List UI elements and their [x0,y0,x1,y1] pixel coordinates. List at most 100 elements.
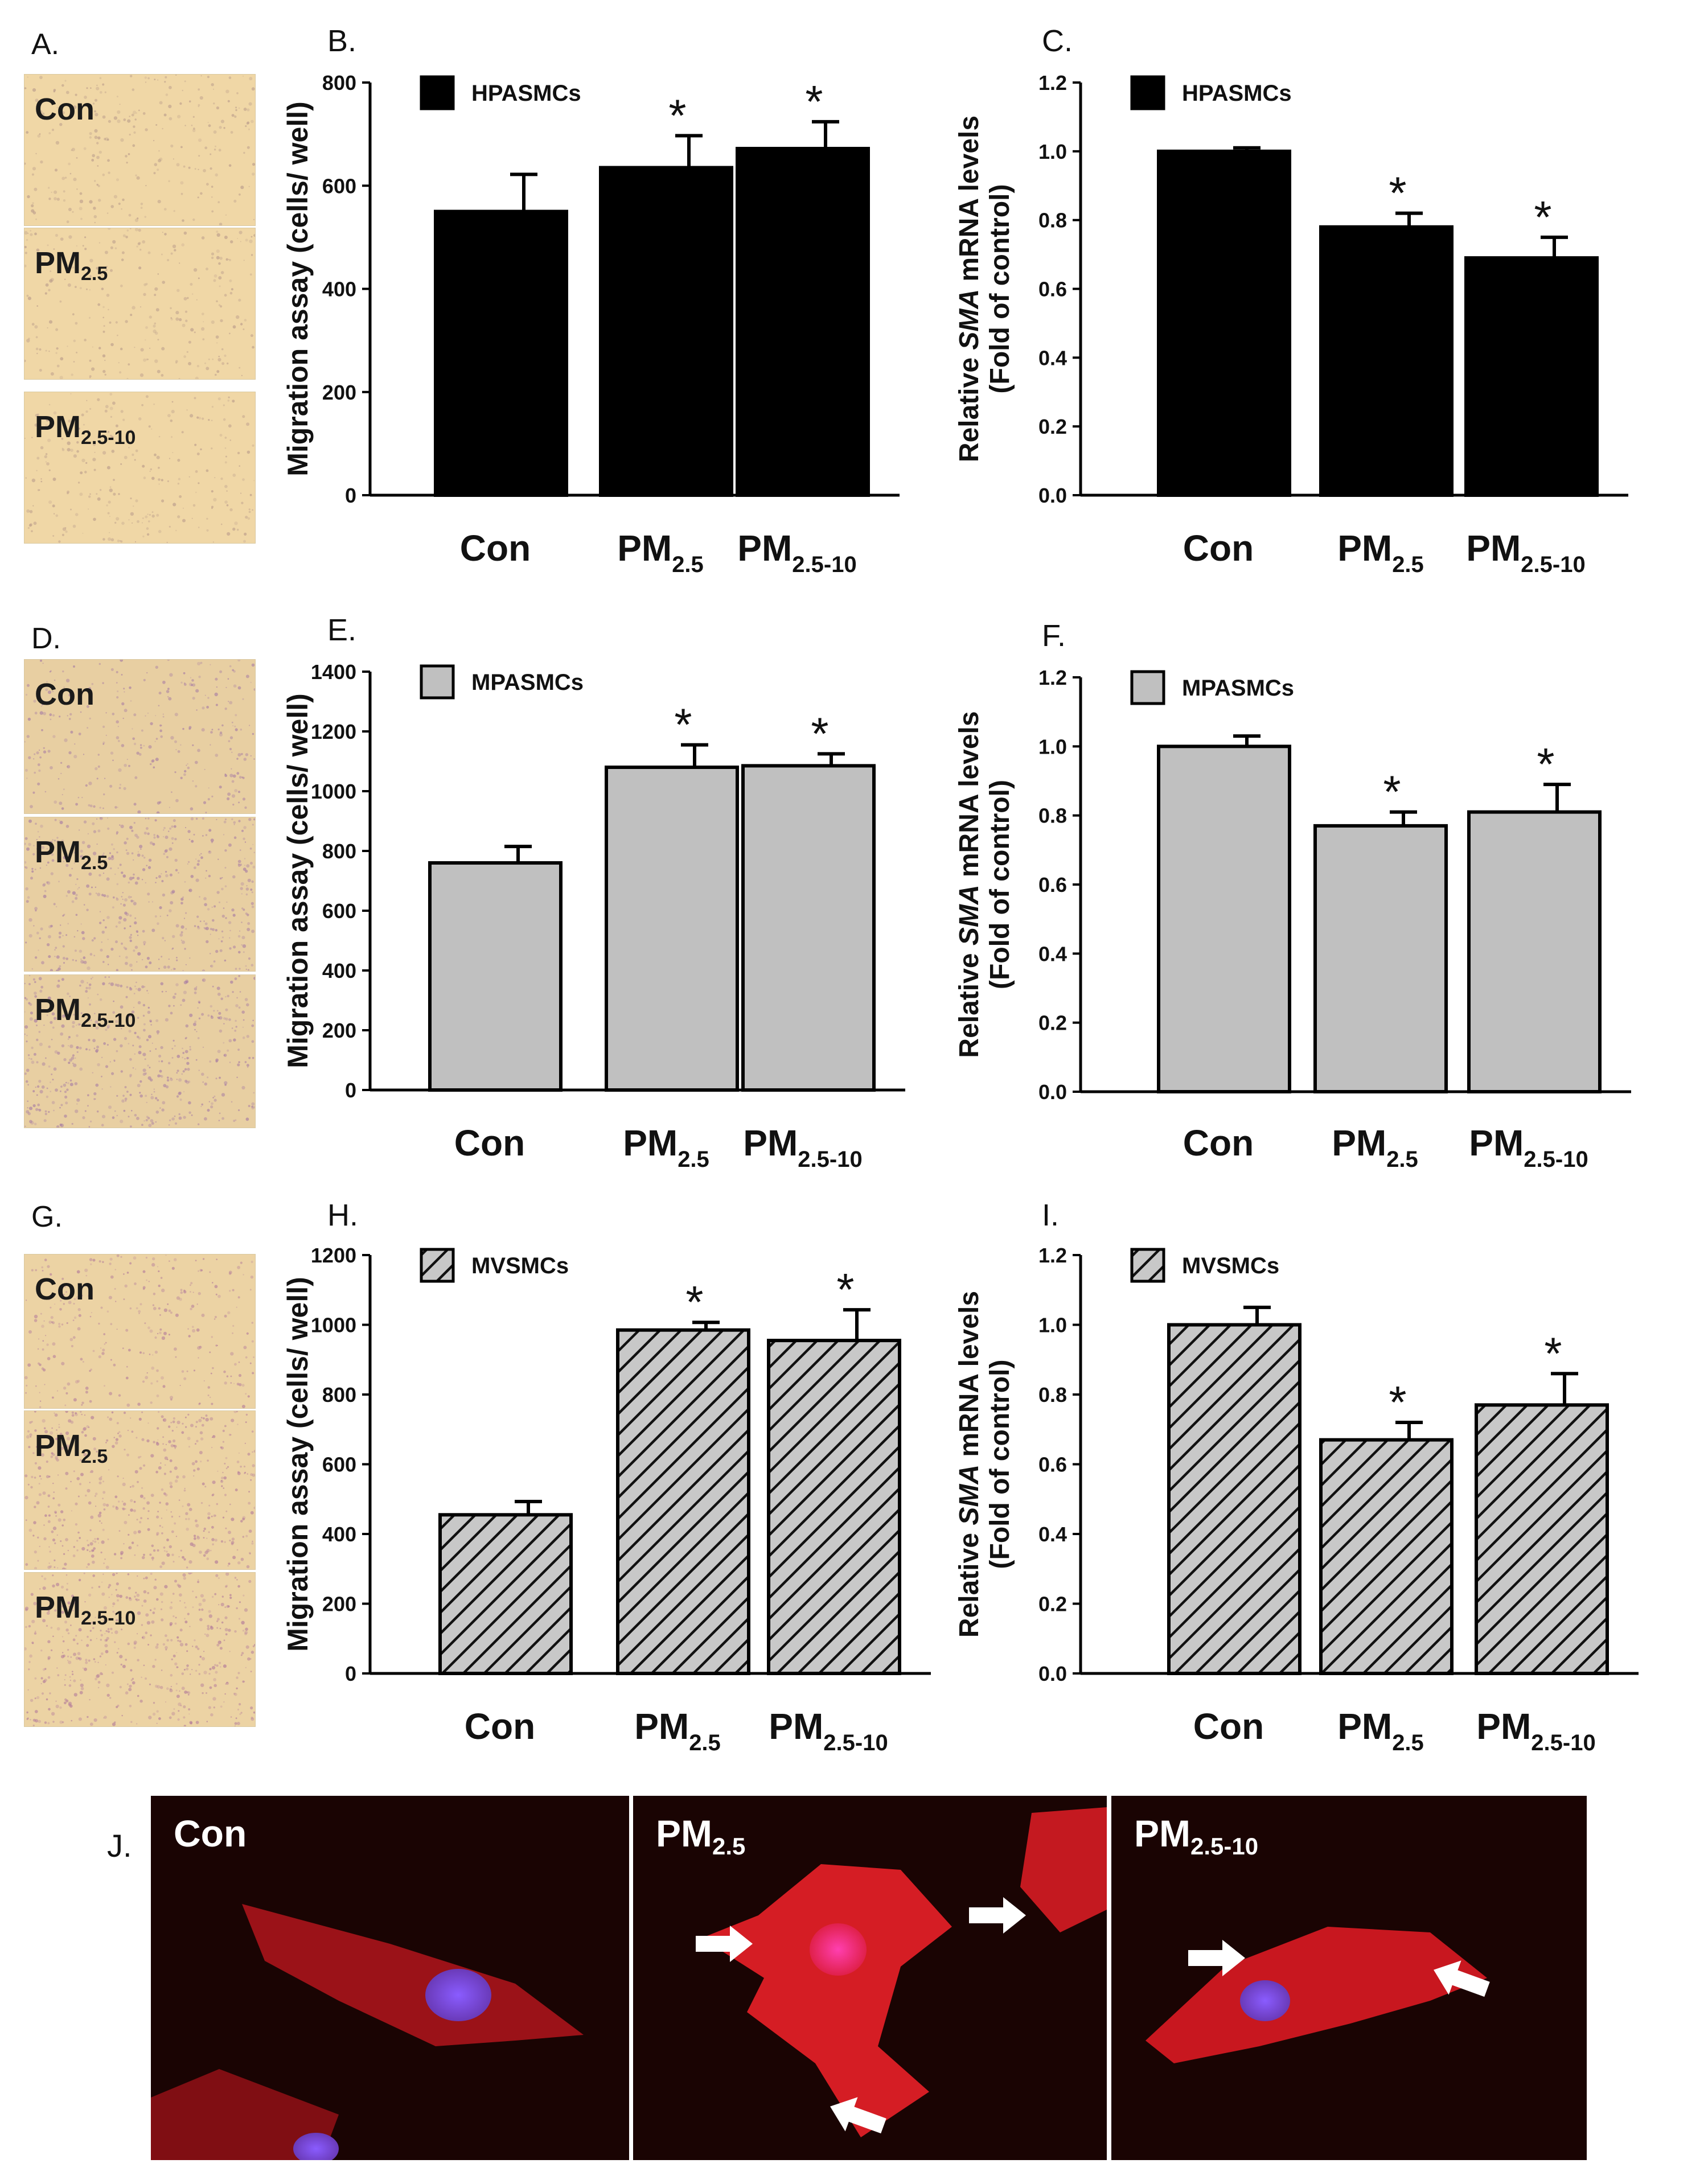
category-label: PM2.5 [1337,1706,1424,1755]
y-tick-label: 1.2 [1038,666,1067,689]
micrograph-a-1: Con [24,74,256,226]
arrow-icon [696,1926,753,1962]
fluorescence-panel-2: PM2.5 [633,1796,1107,2160]
y-tick-label: 0.0 [1038,1662,1067,1685]
legend-label: MPASMCs [1182,676,1294,701]
micrograph-caption: PM2.5 [35,835,108,874]
legend-swatch [420,75,455,110]
significance-asterisk: * [805,76,823,127]
y-tick-label: 1200 [311,1244,356,1267]
bar-2 [1313,824,1448,1094]
bar-3 [1475,1403,1609,1675]
micrograph-d-2: PM2.5 [24,817,256,972]
category-label: Con [1183,528,1254,569]
micrograph-texture [24,817,255,971]
micrograph-d-3: PM2.5-10 [24,974,256,1128]
category-label: PM2.5 [634,1706,721,1755]
arrow-icon [969,1897,1026,1934]
y-tick-label: 1200 [311,720,356,743]
micrograph-caption: PM2.5-10 [35,410,136,449]
panel-label-d: D. [31,622,61,655]
y-tick-label: 1.2 [1038,71,1067,94]
bar-1 [1157,149,1291,497]
micrograph-texture [24,228,255,379]
legend-label: MVSMCs [1182,1253,1279,1278]
legend-label: MVSMCs [471,1253,569,1278]
bar-3 [736,147,870,497]
category-label: PM2.5-10 [1466,528,1585,577]
significance-asterisk: * [1389,168,1406,219]
micrograph-g-3: PM2.5-10 [24,1572,256,1727]
fluorescence-image [151,1904,584,2160]
y-tick-label: 1400 [311,660,356,684]
micrograph-d-1: Con [24,659,256,814]
chart-h: H. 0 200 400 600 800 1000 1200 Migration assay (… [282,1198,931,1755]
significance-asterisk: * [1383,767,1401,817]
bar-1 [1157,745,1291,1094]
category-label: Con [465,1706,535,1747]
legend-label: HPASMCs [1182,81,1292,106]
y-tick-label: 0.8 [1038,804,1067,828]
micrograph-caption: Con [35,677,95,711]
category-label: PM2.5 [617,528,704,577]
legend-swatch [420,1248,455,1283]
arrow-icon [1434,1960,1490,1997]
y-axis-label-line1: Relative SMA mRNA levels [954,116,984,462]
y-axis-label-line2: (Fold of control) [985,184,1015,394]
y-tick-label: 400 [322,959,356,982]
micrograph-a-2: PM2.5 [24,228,256,380]
y-tick-label: 0.2 [1038,1011,1067,1035]
legend-swatch [1130,75,1165,110]
y-tick-label: 0.6 [1038,1453,1067,1476]
significance-asterisk: * [1389,1377,1406,1428]
category-label: PM2.5-10 [1469,1122,1588,1172]
y-tick-label: 800 [322,840,356,863]
y-tick-label: 0.0 [1038,484,1067,507]
significance-asterisk: * [674,700,692,750]
y-tick-label: 1000 [311,780,356,803]
category-label: Con [460,528,531,569]
category-label: Con [1183,1122,1254,1163]
bar-1 [1167,1323,1301,1675]
y-tick-label: 1.2 [1038,1244,1067,1267]
bar-2 [605,766,739,1092]
y-tick-label: 0.6 [1038,278,1067,301]
y-tick-label: 400 [322,1523,356,1546]
chart-i: I. 0.0 0.2 0.4 0.6 0.8 1.0 1.2 Relative SMA mRNA… [954,1198,1639,1755]
micrograph-caption: PM2.5-10 [35,993,136,1031]
chart-e: E. 0 200 400 600 800 1000 1200 1400 Migration ass… [282,613,905,1172]
y-tick-label: 1.0 [1038,1314,1067,1337]
legend-swatch [420,664,455,700]
y-tick-label: 0.6 [1038,873,1067,896]
fluorescence-caption: PM2.5-10 [1134,1812,1259,1860]
y-tick-label: 800 [322,71,356,94]
bar-2 [1319,225,1454,497]
y-axis-label-line1: Relative SMA mRNA levels [954,711,984,1058]
legend-label: HPASMCs [471,81,581,106]
significance-asterisk: * [836,1264,854,1315]
micrograph-texture [24,393,255,543]
y-tick-label: 0 [345,1079,356,1102]
y-tick-label: 0.4 [1038,942,1067,965]
chart-b: B. 0 200 400 600 800 Migration assay (cells/ w… [282,24,900,577]
panel-label: B. [327,24,356,58]
y-tick-label: 800 [322,1383,356,1406]
panel-label: E. [327,613,356,647]
micrograph-texture [24,660,255,813]
arrow-icon [830,2097,886,2134]
y-axis-label-line2: (Fold of control) [985,780,1015,989]
y-tick-label: 0.2 [1038,415,1067,438]
legend-swatch [1130,670,1165,705]
bar-3 [1467,810,1602,1093]
micrograph-texture [24,1573,255,1726]
micrograph-texture [24,1411,255,1569]
chart-c: C. 0.0 0.2 0.4 0.6 0.8 1.0 1.2 Relative SMA mRNA… [954,24,1628,577]
micrograph-a-3: PM2.5-10 [24,392,256,544]
bar-1 [434,209,568,497]
significance-asterisk: * [685,1277,703,1327]
category-label: PM2.5-10 [743,1122,862,1172]
y-tick-label: 1000 [311,1314,356,1337]
y-axis-label: Migration assay (cells/ well) [282,101,314,476]
